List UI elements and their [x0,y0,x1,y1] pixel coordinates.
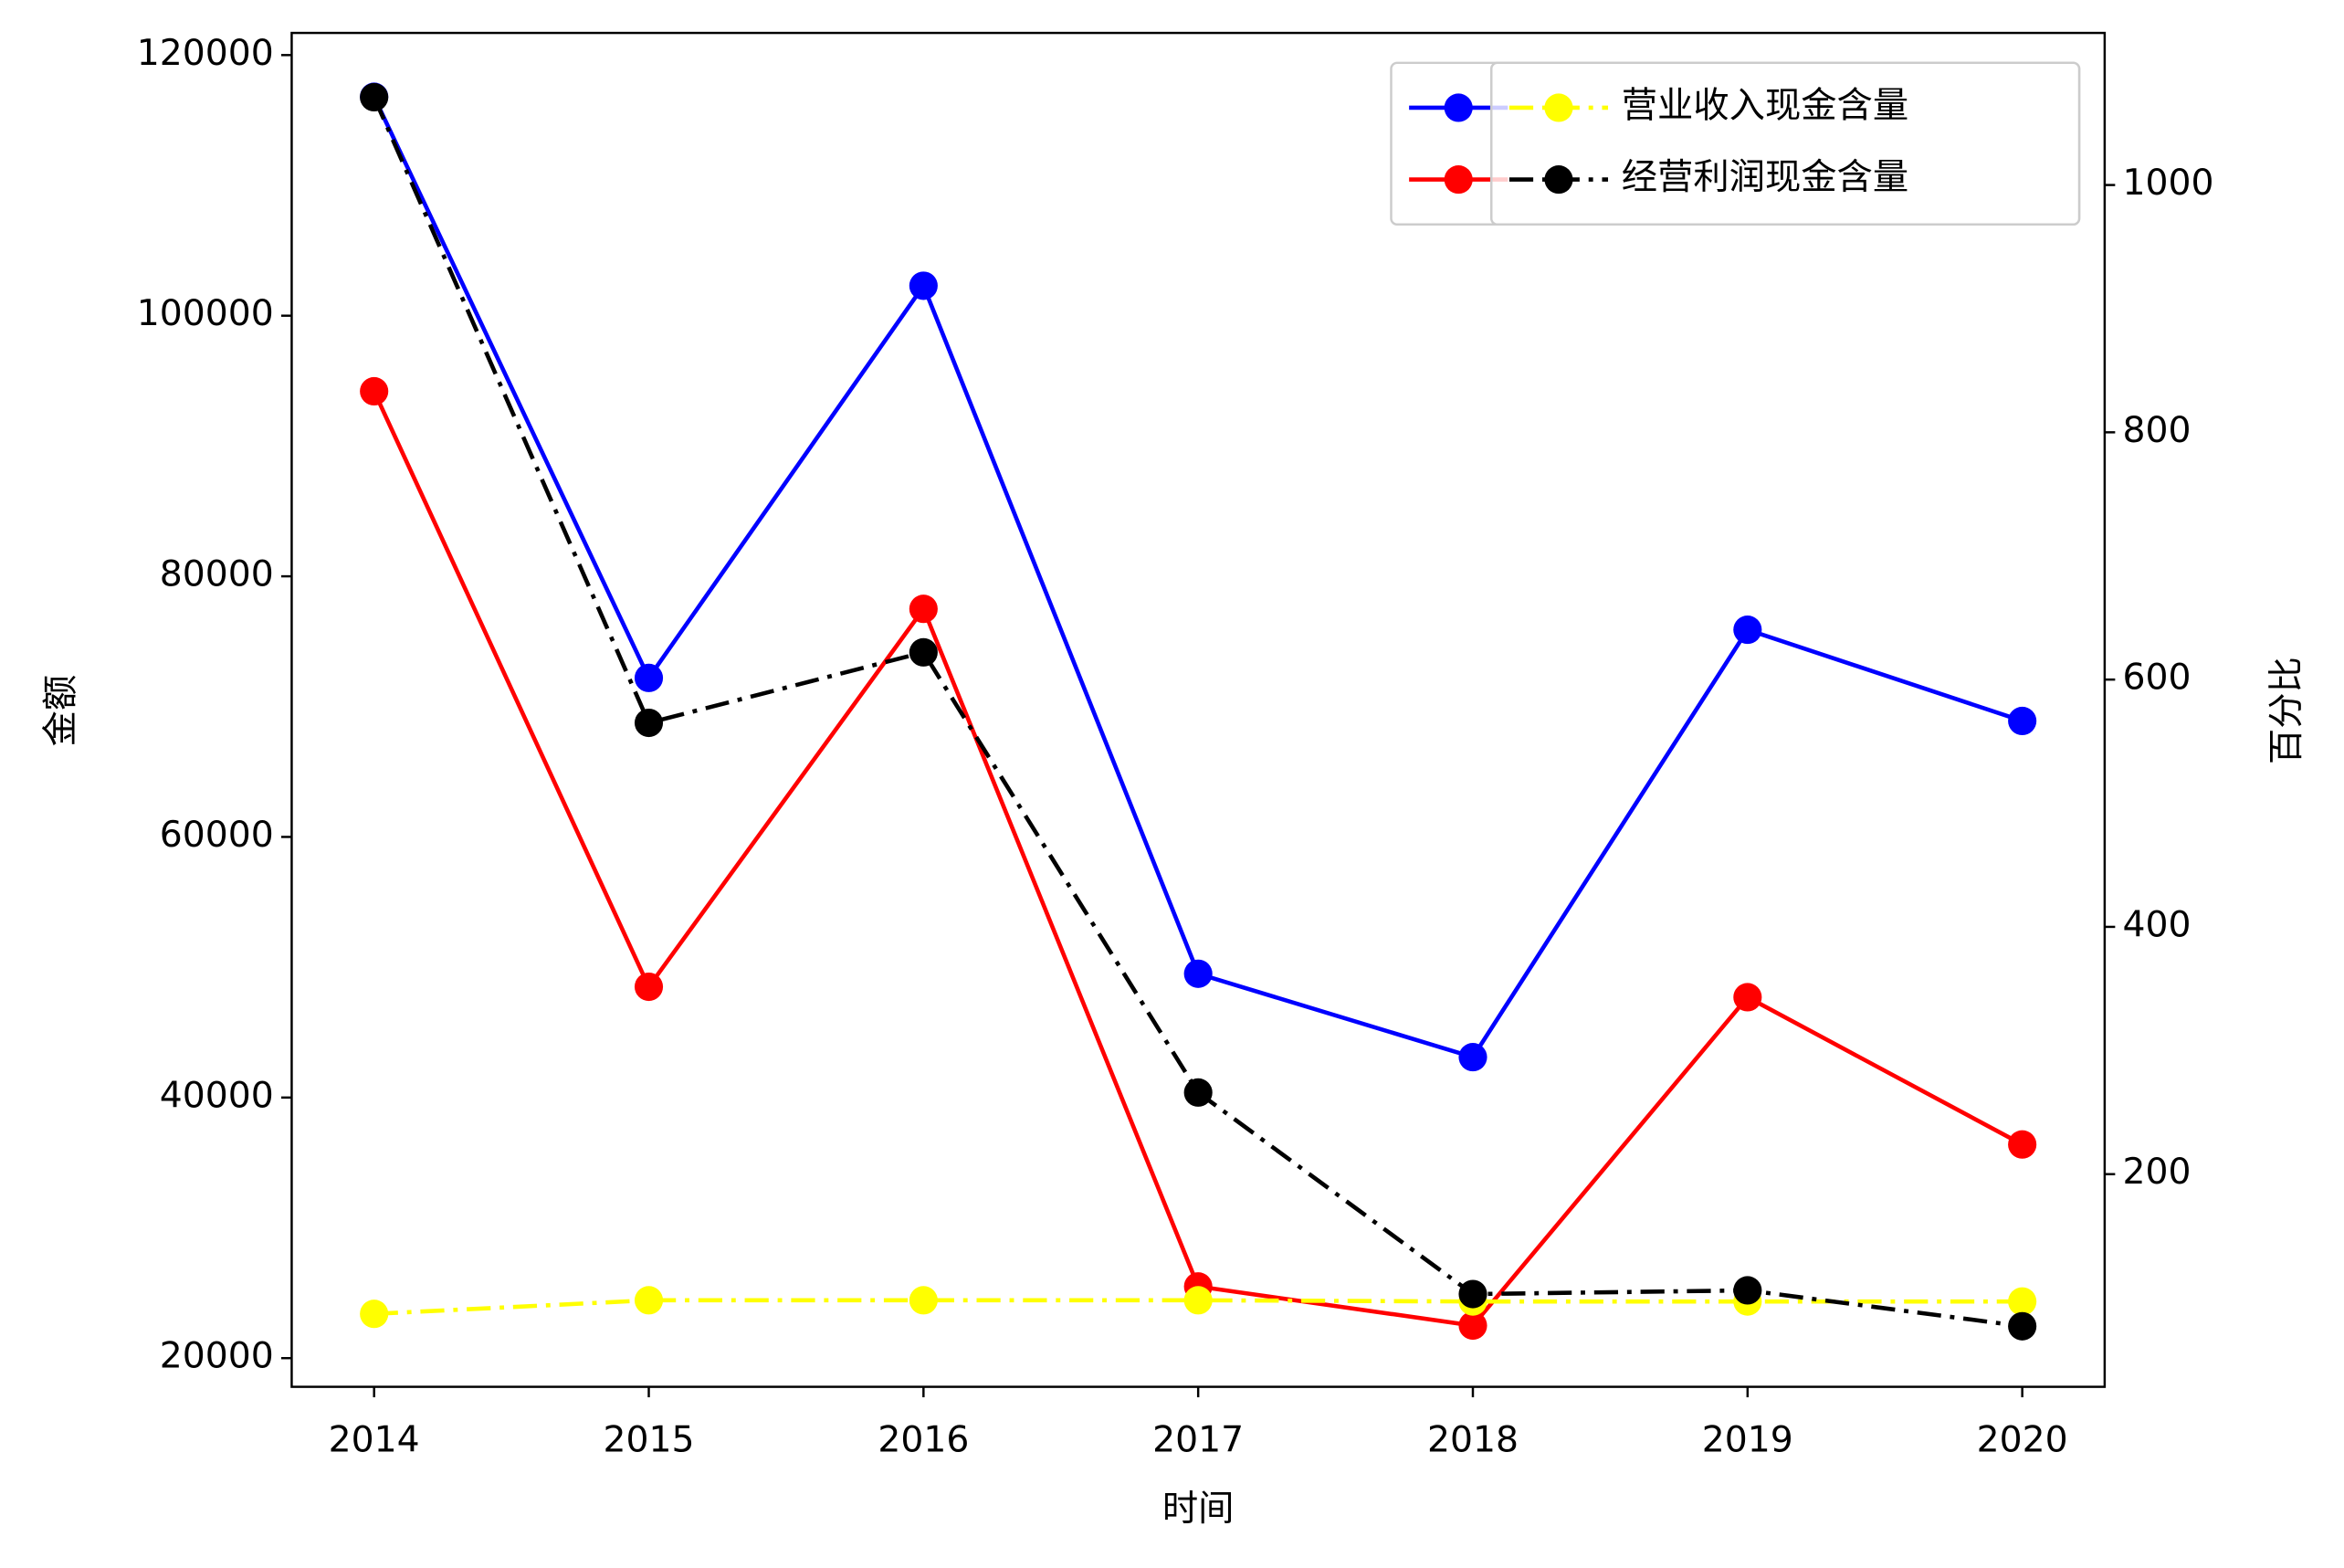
data-point [2008,1287,2037,1316]
data-point [634,708,664,738]
data-point [634,663,664,692]
y-tick-label: 60000 [160,815,274,856]
data-point [2008,1130,2037,1159]
data-point [1183,1078,1213,1107]
legend-box [1490,61,2081,226]
data-point [1458,1310,1487,1341]
y-axis-label: 金额 [40,675,81,747]
y2-tick-label: 400 [2123,904,2192,945]
y-tick-label: 100000 [137,293,274,334]
y2-tick-label: 800 [2123,410,2192,451]
data-point [2008,1311,2037,1341]
x-tick-label: 2015 [604,1420,695,1461]
legend-marker [1444,165,1473,195]
y-tick-label: 20000 [160,1336,274,1377]
legend-label: 经营利润现金含量 [1622,157,1908,198]
y2-tick-label: 1000 [2123,163,2214,204]
x-tick-label: 2017 [1152,1420,1244,1461]
data-point [909,1286,938,1315]
x-axis-label: 时间 [1162,1489,1235,1530]
y2-tick-label: 600 [2123,658,2192,699]
x-tick-label: 2019 [1702,1420,1793,1461]
y2-axis-label: 百分比 [2266,657,2307,764]
x-tick-label: 2020 [1977,1420,2068,1461]
plot-frame [290,31,2107,1388]
data-point [909,271,938,300]
data-point [360,376,389,406]
data-point [360,1300,389,1329]
data-point [634,972,664,1002]
y-tick-label: 40000 [160,1075,274,1116]
data-point [1458,1279,1487,1309]
y-tick-label: 120000 [137,33,274,74]
x-tick-label: 2018 [1427,1420,1519,1461]
y2-tick-label: 200 [2123,1152,2192,1193]
x-tick-label: 2016 [878,1420,969,1461]
data-point [1183,1286,1213,1315]
data-point [1458,1043,1487,1072]
legend-label: 营业收入现金含量 [1622,85,1908,126]
data-point [909,595,938,624]
data-point [634,1286,664,1315]
data-point [1733,1276,1762,1305]
legend-marker [1544,165,1573,195]
data-point [1183,959,1213,988]
legend-marker [1444,93,1473,122]
legend-marker [1544,93,1573,122]
data-point [1733,983,1762,1012]
y-tick-label: 80000 [160,554,274,595]
data-point [1733,616,1762,645]
x-tick-label: 2014 [329,1420,420,1461]
data-point [2008,706,2037,736]
data-point [360,82,389,112]
data-point [909,637,938,667]
